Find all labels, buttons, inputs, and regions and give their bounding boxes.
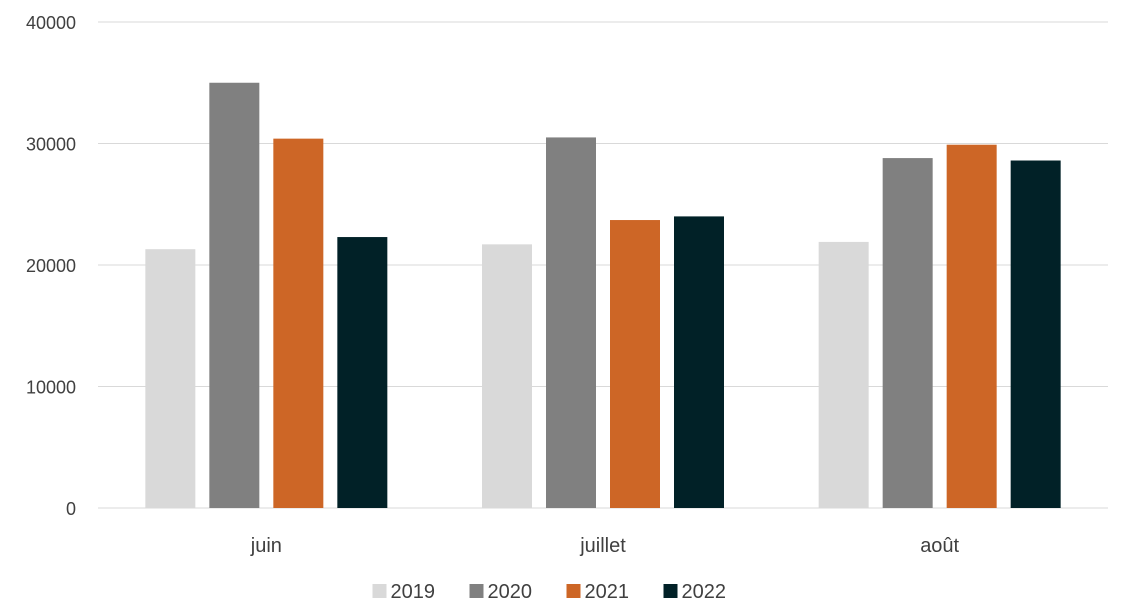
bar-2020-juillet — [546, 137, 596, 509]
bar-2022-août — [1010, 160, 1061, 508]
bar-2022-juin — [337, 237, 388, 508]
legend: 2019 2020 2021 2022 — [372, 581, 727, 603]
legend-label: 2021 — [585, 581, 630, 603]
y-tick-label: 30000 — [26, 135, 76, 155]
y-tick-label: 0 — [66, 499, 76, 519]
gridlines — [98, 21, 1108, 509]
legend-label: 2020 — [488, 581, 533, 603]
bar-2020-juin — [209, 82, 260, 508]
x-tick-label: juillet — [579, 535, 626, 557]
bar-2019-août — [818, 241, 869, 509]
bar-2020-août — [882, 158, 933, 508]
bar-2022-juillet — [674, 216, 724, 508]
x-tick-label: août — [920, 535, 959, 557]
bars — [145, 82, 1061, 509]
bar-2021-juillet — [610, 220, 660, 509]
y-axis-tick-labels: 0 10000 20000 30000 40000 — [26, 13, 76, 519]
bar-2019-juillet — [482, 244, 532, 508]
legend-swatch-2020 — [469, 584, 484, 598]
y-tick-label: 10000 — [26, 378, 76, 398]
bar-2019-juin — [145, 249, 196, 508]
y-tick-label: 40000 — [26, 13, 76, 33]
legend-swatch-2022 — [663, 584, 678, 598]
y-tick-label: 20000 — [26, 256, 76, 276]
legend-label: 2019 — [391, 581, 436, 603]
x-tick-label: juin — [250, 535, 282, 557]
legend-swatch-2019 — [372, 584, 387, 598]
bar-2021-août — [946, 144, 997, 508]
x-axis-tick-labels: juin juillet août — [250, 535, 960, 557]
legend-label: 2022 — [682, 581, 727, 603]
bar-2021-juin — [273, 138, 324, 508]
legend-swatch-2021 — [566, 584, 581, 598]
